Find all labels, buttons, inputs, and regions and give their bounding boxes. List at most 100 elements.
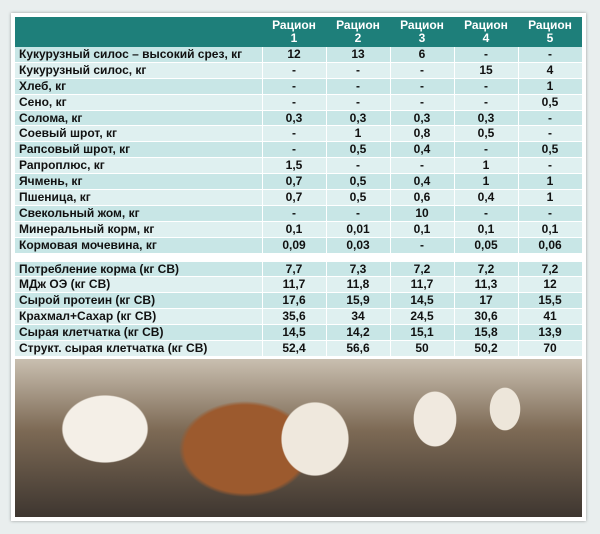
cell-ration-2: 0,01 [326, 221, 391, 238]
cell-ration-5: 1 [518, 78, 583, 95]
row-label: Потребление корма (кг СВ) [15, 261, 263, 278]
cell-ration-4: 0,3 [454, 110, 519, 127]
table-row: Рапроплюс, кг 1,5- -1- [15, 157, 583, 175]
cell-ration-3: - [390, 62, 455, 79]
cell-ration-3: - [390, 94, 455, 111]
table-row: Соевый шрот, кг -1 0,8 0,5- [15, 125, 583, 143]
row-label: Сырая клетчатка (кг СВ) [15, 324, 263, 342]
table-row: Хлеб, кг - - - -1 [15, 78, 583, 95]
cell-ration-5: - [518, 125, 583, 143]
table-row: Ячмень, кг 0,7 0,5 0,4 1 1 [15, 173, 583, 191]
cell-ration-1: 7,7 [262, 261, 327, 278]
table-row: Рапсовый шрот, кг -0,5 0,4-0,5 [15, 141, 583, 159]
cell-ration-1: - [262, 125, 327, 143]
table-row: Кукурузный силос – высокий срез, кг 12 13 6… [15, 47, 583, 63]
cell-ration-1: 17,6 [262, 292, 327, 310]
cell-ration-2: 15,9 [326, 292, 391, 310]
cell-ration-2: 0,5 [326, 141, 391, 159]
table-row: МДж ОЭ (кг СВ) 11,7 11,8 11,7 11,3 12 [15, 276, 583, 294]
section-gap [15, 253, 582, 262]
cell-ration-2: 1 [326, 125, 391, 143]
cell-ration-2: 34 [326, 308, 391, 326]
cell-ration-2: 14,2 [326, 324, 391, 342]
table-row: Кормовая мочевина, кг 0,09 0,03-0,05 0,06 [15, 237, 583, 254]
cell-ration-3: 0,6 [390, 189, 455, 206]
cell-ration-3: 14,5 [390, 292, 455, 310]
cell-ration-4: 1 [454, 157, 519, 175]
header-corner [15, 17, 262, 47]
table-row: Минеральный корм, кг 0,1 0,01 0,1 0,1 0,1 [15, 221, 583, 238]
cell-ration-4: - [454, 78, 519, 95]
cell-ration-5: 70 [518, 340, 583, 357]
cell-ration-1: 0,7 [262, 173, 327, 191]
cell-ration-5: 15,5 [518, 292, 583, 310]
cell-ration-2: 11,8 [326, 276, 391, 294]
cell-ration-3: 6 [390, 47, 455, 63]
table-row: Сырая клетчатка (кг СВ) 14,5 14,2 15,1 15,8 1… [15, 324, 583, 342]
cell-ration-3: 0,4 [390, 173, 455, 191]
cows-photo [15, 359, 582, 517]
cell-ration-3: 10 [390, 205, 455, 222]
cell-ration-1: 14,5 [262, 324, 327, 342]
row-label: Ячмень, кг [15, 173, 263, 191]
ration-table: Рацион 1 Рацион 2 Рацион 3 Рацион 4 Рацион 5 … [15, 17, 583, 357]
cell-ration-4: 15 [454, 62, 519, 79]
cell-ration-3: - [390, 157, 455, 175]
cell-ration-2: - [326, 94, 391, 111]
cell-ration-1: 0,1 [262, 221, 327, 238]
cell-ration-5: 41 [518, 308, 583, 326]
row-label: Кукурузный силос – высокий срез, кг [15, 47, 263, 63]
table-row: Сено, кг - - - -0,5 [15, 94, 583, 111]
table-row: Солома, кг 0,3 0,3 0,3 0,3- [15, 110, 583, 127]
cell-ration-5: - [518, 205, 583, 222]
cell-ration-2: 0,5 [326, 173, 391, 191]
cell-ration-4: - [454, 205, 519, 222]
row-label: Минеральный корм, кг [15, 221, 263, 238]
cell-ration-4: 11,3 [454, 276, 519, 294]
cell-ration-3: 0,8 [390, 125, 455, 143]
header-ration-3: Рацион 3 [390, 17, 454, 47]
cell-ration-3: - [390, 78, 455, 95]
table-row: Структ. сырая клетчатка (кг СВ) 52,4 56,6 5… [15, 340, 583, 357]
cell-ration-4: - [454, 47, 519, 63]
cell-ration-3: 0,3 [390, 110, 455, 127]
cell-ration-5: 1 [518, 173, 583, 191]
header-ration-5: Рацион 5 [518, 17, 582, 47]
cell-ration-5: 1 [518, 189, 583, 206]
row-label: Хлеб, кг [15, 78, 263, 95]
cell-ration-3: 15,1 [390, 324, 455, 342]
cell-ration-4: 0,5 [454, 125, 519, 143]
cell-ration-3: 7,2 [390, 261, 455, 278]
row-label: Структ. сырая клетчатка (кг СВ) [15, 340, 263, 357]
cell-ration-2: 0,5 [326, 189, 391, 206]
cell-ration-5: 13,9 [518, 324, 583, 342]
cell-ration-1: 11,7 [262, 276, 327, 294]
cell-ration-3: 0,4 [390, 141, 455, 159]
cell-ration-5: - [518, 47, 583, 63]
cell-ration-1: - [262, 205, 327, 222]
cell-ration-4: 15,8 [454, 324, 519, 342]
cell-ration-1: 0,7 [262, 189, 327, 206]
row-label: Солома, кг [15, 110, 263, 127]
cell-ration-1: 0,3 [262, 110, 327, 127]
cell-ration-5: 0,5 [518, 141, 583, 159]
row-label: Рапроплюс, кг [15, 157, 263, 175]
cell-ration-2: 56,6 [326, 340, 391, 357]
cell-ration-4: 7,2 [454, 261, 519, 278]
cell-ration-4: 0,05 [454, 237, 519, 254]
row-label: Сырой протеин (кг СВ) [15, 292, 263, 310]
ration-table-wrap: Рацион 1 Рацион 2 Рацион 3 Рацион 4 Рацион 5 … [15, 17, 583, 357]
cell-ration-1: - [262, 78, 327, 95]
row-label: Пшеница, кг [15, 189, 263, 206]
cell-ration-4: 30,6 [454, 308, 519, 326]
row-label: Сено, кг [15, 94, 263, 111]
cell-ration-1: 52,4 [262, 340, 327, 357]
cell-ration-3: 50 [390, 340, 455, 357]
cell-ration-2: 13 [326, 47, 391, 63]
cell-ration-3: 11,7 [390, 276, 455, 294]
table-row: Потребление корма (кг СВ) 7,7 7,3 7,2 7,2 7,2 [15, 261, 583, 278]
cell-ration-2: - [326, 78, 391, 95]
cell-ration-4: 0,1 [454, 221, 519, 238]
header-ration-1: Рацион 1 [262, 17, 326, 47]
row-label: МДж ОЭ (кг СВ) [15, 276, 263, 294]
